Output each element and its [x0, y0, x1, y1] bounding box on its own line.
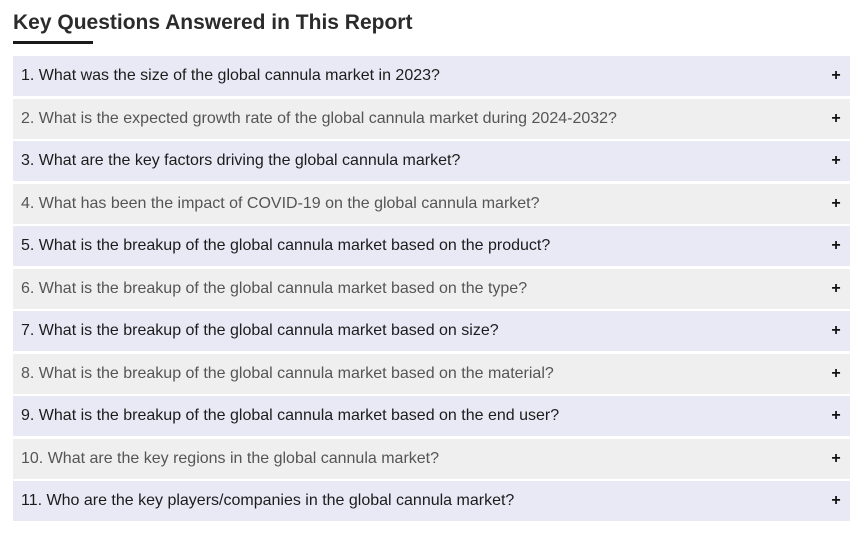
plus-icon[interactable]: + — [831, 322, 841, 339]
plus-icon[interactable]: + — [831, 237, 841, 254]
faq-item[interactable]: 7. What is the breakup of the global can… — [13, 311, 850, 351]
faq-item[interactable]: 10. What are the key regions in the glob… — [13, 438, 850, 479]
faq-question: 8. What is the breakup of the global can… — [21, 364, 554, 382]
faq-question: 9. What is the breakup of the global can… — [21, 407, 560, 424]
plus-icon[interactable]: + — [831, 492, 841, 509]
faq-item[interactable]: 2. What is the expected growth rate of t… — [13, 98, 850, 139]
faq-question: 11. Who are the key players/companies in… — [21, 492, 515, 509]
plus-icon[interactable]: + — [831, 67, 841, 84]
plus-icon[interactable]: + — [831, 364, 841, 382]
plus-icon[interactable]: + — [831, 279, 841, 297]
title-underline — [13, 41, 93, 44]
faq-item[interactable]: 11. Who are the key players/companies in… — [13, 481, 850, 521]
faq-question: 4. What has been the impact of COVID-19 … — [21, 194, 540, 212]
faq-list: 1. What was the size of the global cannu… — [13, 56, 850, 521]
key-questions-section: Key Questions Answered in This Report 1.… — [13, 0, 850, 524]
plus-icon[interactable]: + — [831, 109, 841, 127]
faq-question: 6. What is the breakup of the global can… — [21, 279, 528, 297]
faq-question: 3. What are the key factors driving the … — [21, 152, 461, 169]
faq-item[interactable]: 4. What has been the impact of COVID-19 … — [13, 183, 850, 224]
section-title: Key Questions Answered in This Report — [13, 11, 413, 34]
faq-item[interactable]: 9. What is the breakup of the global can… — [13, 396, 850, 436]
faq-question: 5. What is the breakup of the global can… — [21, 237, 551, 254]
faq-question: 1. What was the size of the global cannu… — [21, 67, 440, 84]
faq-question: 7. What is the breakup of the global can… — [21, 322, 499, 339]
faq-item[interactable]: 5. What is the breakup of the global can… — [13, 226, 850, 266]
plus-icon[interactable]: + — [831, 449, 841, 467]
faq-item[interactable]: 8. What is the breakup of the global can… — [13, 353, 850, 394]
faq-item[interactable]: 1. What was the size of the global cannu… — [13, 56, 850, 96]
plus-icon[interactable]: + — [831, 194, 841, 212]
faq-item[interactable]: 3. What are the key factors driving the … — [13, 141, 850, 181]
faq-question: 10. What are the key regions in the glob… — [21, 449, 440, 467]
faq-question: 2. What is the expected growth rate of t… — [21, 109, 617, 127]
faq-item[interactable]: 6. What is the breakup of the global can… — [13, 268, 850, 309]
plus-icon[interactable]: + — [831, 407, 841, 424]
plus-icon[interactable]: + — [831, 152, 841, 169]
